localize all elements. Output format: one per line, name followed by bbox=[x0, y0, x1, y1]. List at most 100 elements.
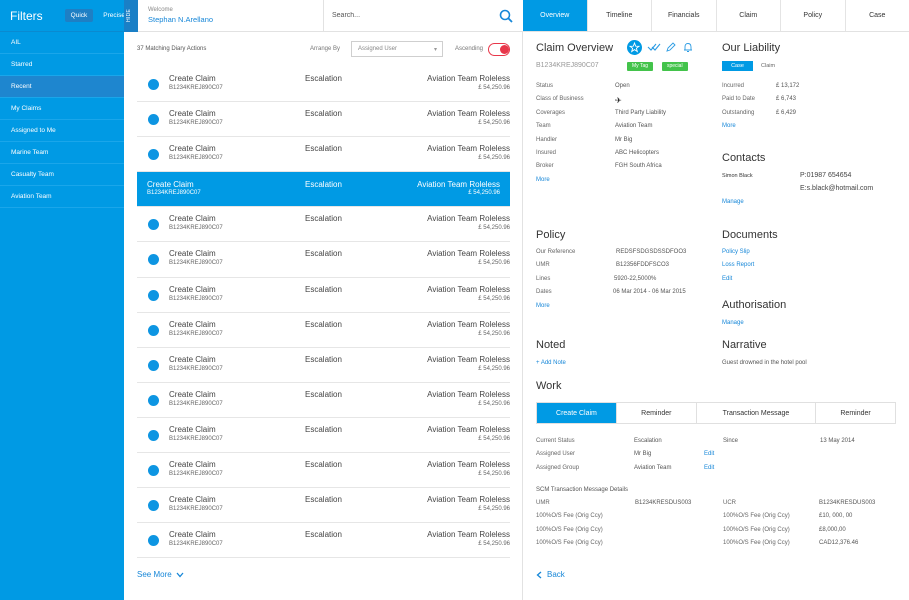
assigned-group-edit-link[interactable]: Edit bbox=[704, 464, 715, 471]
status-dot-icon bbox=[148, 500, 159, 512]
row-amount: £ 54,250.96 bbox=[478, 295, 510, 302]
field-label: Handler bbox=[536, 136, 558, 143]
tab-claim[interactable]: Claim bbox=[715, 0, 781, 31]
row-type: Escalation bbox=[305, 109, 342, 119]
since-label: Since bbox=[723, 438, 739, 444]
sidebar-item-starred[interactable]: Starred bbox=[0, 54, 124, 76]
row-title: Create Claim bbox=[169, 109, 216, 119]
see-more-label: See More bbox=[137, 570, 172, 579]
policy-more-link[interactable]: More bbox=[536, 302, 550, 309]
contact-name: Simon Black bbox=[722, 173, 753, 179]
double-check-icon[interactable] bbox=[647, 42, 661, 52]
tab-financials[interactable]: Financials bbox=[651, 0, 716, 31]
tab-case[interactable]: Case bbox=[844, 0, 909, 31]
diary-row[interactable]: Create Claim B1234KREJ890C07 Escalation Avi… bbox=[137, 102, 510, 138]
liability-more-link[interactable]: More bbox=[722, 123, 736, 130]
sidebar-item-marine-team[interactable]: Marine Team bbox=[0, 142, 124, 164]
user-name[interactable]: Stephan N.Arellano bbox=[148, 15, 214, 24]
diary-row[interactable]: Create Claim B1234KREJ890C07 Escalation Avi… bbox=[137, 172, 510, 208]
status-dot-icon bbox=[148, 289, 159, 301]
policy-slip-link[interactable]: Policy Slip bbox=[722, 249, 750, 255]
diary-row[interactable]: Create Claim B1234KREJ890C07 Escalation Avi… bbox=[137, 207, 510, 243]
claim-field-row: Coverages Third Party Liability bbox=[536, 110, 706, 123]
tab-overview[interactable]: Overview bbox=[523, 0, 587, 31]
field-value: B12356FDDFSCO3 bbox=[616, 262, 670, 269]
field-value: Aviation Team bbox=[615, 123, 653, 130]
sidebar-item-casualty-team[interactable]: Casualty Team bbox=[0, 164, 124, 186]
star-icon[interactable] bbox=[627, 40, 642, 55]
scm-row: 100%O/S Fee (Orig Ccy) CAD12,376.46 bbox=[723, 540, 903, 553]
work-tab-transaction-message[interactable]: Transaction Message bbox=[695, 403, 815, 423]
status-dot-icon bbox=[148, 394, 159, 406]
liability-tab-claim[interactable]: Claim bbox=[761, 63, 776, 69]
diary-row[interactable]: Create Claim B1234KREJ890C07 Escalation Avi… bbox=[137, 313, 510, 348]
claim-more-link[interactable]: More bbox=[536, 176, 550, 183]
row-title: Create Claim bbox=[169, 530, 216, 540]
diary-row[interactable]: Create Claim B1234KREJ890C07 Escalation Avi… bbox=[137, 488, 510, 524]
search-icon[interactable] bbox=[499, 9, 513, 23]
field-value: Mr Big bbox=[615, 136, 633, 143]
field-label: Incurred bbox=[722, 83, 745, 89]
sidebar-item-aviation-team[interactable]: Aviation Team bbox=[0, 186, 124, 208]
contacts-manage-link[interactable]: Manage bbox=[722, 199, 744, 205]
diary-row[interactable]: Create Claim B1234KREJ890C07 Escalation Avi… bbox=[137, 418, 510, 454]
field-value: CAD12,376.46 bbox=[819, 540, 859, 547]
diary-row[interactable]: Create Claim B1234KREJ890C07 Escalation Avi… bbox=[137, 523, 510, 559]
field-label: Assigned Group bbox=[536, 464, 580, 471]
work-tab-reminder[interactable]: Reminder bbox=[615, 403, 696, 423]
narrative-title: Narrative bbox=[722, 339, 767, 351]
back-button[interactable]: Back bbox=[536, 570, 565, 579]
claim-field-row: Broker FGH South Africa bbox=[536, 163, 706, 176]
tab-policy[interactable]: Policy bbox=[780, 0, 845, 31]
field-value: B1234KRESDUS003 bbox=[635, 500, 692, 506]
field-label: 100%O/S Fee (Orig Ccy) bbox=[723, 513, 790, 520]
diary-row[interactable]: Create Claim B1234KREJ890C07 Escalation Avi… bbox=[137, 242, 510, 278]
field-label: Current Status bbox=[536, 438, 575, 444]
ascending-toggle[interactable] bbox=[488, 43, 510, 56]
pencil-icon[interactable] bbox=[666, 42, 676, 52]
sidebar-item-assigned-to-me[interactable]: Assigned to Me bbox=[0, 120, 124, 142]
add-note-link[interactable]: + Add Note bbox=[536, 360, 566, 366]
claim-field-row: Class of Business ✈ bbox=[536, 96, 706, 109]
status-dot-icon bbox=[148, 535, 159, 547]
tag-my-tag[interactable]: My Tag bbox=[627, 62, 654, 71]
tag-special[interactable]: special bbox=[662, 62, 688, 71]
row-amount: £ 54,250.96 bbox=[468, 190, 500, 197]
arrange-by-select[interactable]: Assigned User ▾ bbox=[351, 41, 443, 57]
chevron-down-icon: ▾ bbox=[433, 47, 437, 53]
work-tab-create-claim[interactable]: Create Claim bbox=[537, 403, 616, 423]
row-title: Create Claim bbox=[169, 74, 216, 83]
authorisation-manage-link[interactable]: Manage bbox=[722, 320, 744, 326]
contact-email[interactable]: E:s.black@hotmail.com bbox=[800, 185, 874, 192]
see-more-button[interactable]: See More bbox=[137, 570, 184, 579]
diary-row[interactable]: Create Claim B1234KREJ890C07 Escalation Avi… bbox=[137, 278, 510, 313]
diary-row[interactable]: Create Claim B1234KREJ890C07 Escalation Avi… bbox=[137, 453, 510, 489]
bell-icon[interactable] bbox=[683, 42, 693, 53]
row-title: Create Claim bbox=[169, 460, 216, 470]
documents-edit-link[interactable]: Edit bbox=[722, 276, 733, 282]
search-input[interactable] bbox=[332, 12, 482, 19]
sidebar-item-recent[interactable]: Recent bbox=[0, 76, 124, 98]
row-team: Aviation Team Roleless bbox=[427, 144, 510, 154]
liability-tab-case[interactable]: Case bbox=[722, 61, 753, 71]
diary-row[interactable]: Create Claim B1234KREJ890C07 Escalation Avi… bbox=[137, 383, 510, 418]
sidebar-item-my-claims[interactable]: My Claims bbox=[0, 98, 124, 120]
field-value: Escalation bbox=[634, 438, 662, 444]
tab-timeline[interactable]: Timeline bbox=[586, 0, 652, 31]
work-tab-reminder-2[interactable]: Reminder bbox=[815, 403, 895, 423]
diary-row[interactable]: Create Claim B1234KREJ890C07 Escalation Avi… bbox=[137, 348, 510, 383]
diary-row[interactable]: Create Claim B1234KREJ890C07 Escalation Avi… bbox=[137, 67, 510, 103]
sidebar-item-all[interactable]: AIL bbox=[0, 32, 124, 54]
assigned-user-edit-link[interactable]: Edit bbox=[704, 451, 715, 458]
field-label: Coverages bbox=[536, 109, 566, 116]
row-team: Aviation Team Roleless bbox=[427, 249, 510, 259]
tab-precise[interactable]: Precise bbox=[103, 12, 125, 19]
claim-field-row: Handler Mr Big bbox=[536, 137, 706, 150]
scm-left-fields: UMR B1234KRESDUS003 100%O/S Fee (Orig Ccy… bbox=[536, 500, 716, 554]
diary-row[interactable]: Create Claim B1234KREJ890C07 Escalation Avi… bbox=[137, 137, 510, 173]
tab-quick[interactable]: Quick bbox=[64, 9, 94, 22]
loss-report-link[interactable]: Loss Report bbox=[722, 262, 755, 268]
hide-sidebar-button[interactable]: HIDE bbox=[124, 0, 138, 32]
top-header: Welcome Stephan N.Arellano bbox=[138, 0, 523, 32]
contacts-title: Contacts bbox=[722, 152, 766, 164]
